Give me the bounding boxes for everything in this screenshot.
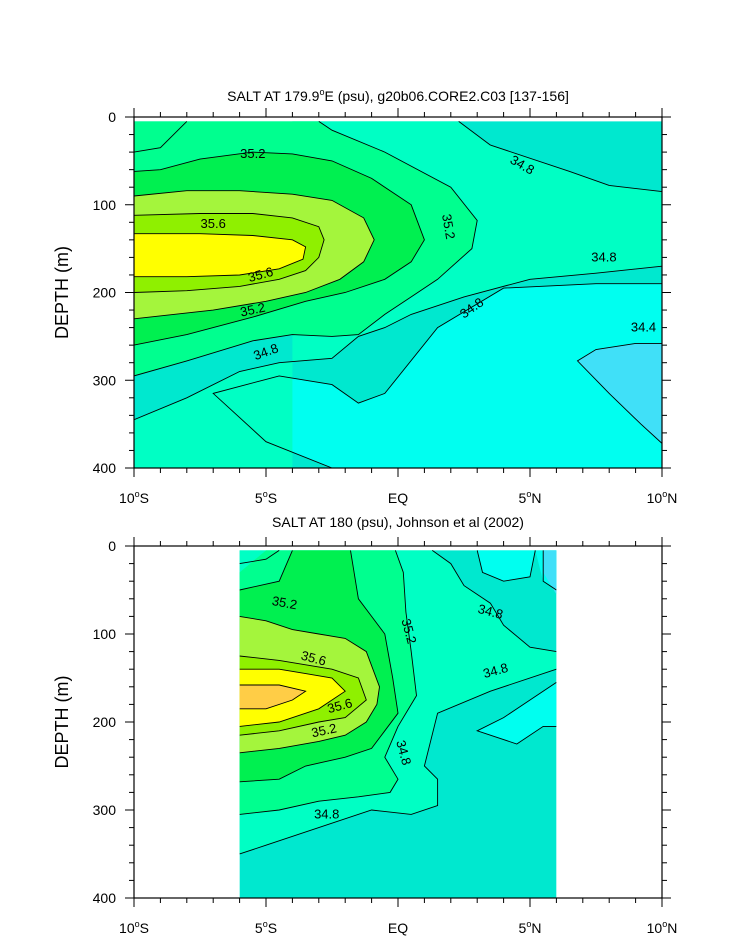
contour-label: 35.6 <box>326 695 354 716</box>
y-tick-label: 0 <box>108 109 116 125</box>
y-tick-label: 400 <box>93 460 117 476</box>
x-tick-label: 5oS <box>255 919 277 936</box>
contour-fill-region-7 <box>134 233 306 277</box>
contour-label: 34.8 <box>476 601 504 622</box>
chart-title: SALT AT 179.9oE (psu), g20b06.CORE2.C03 … <box>227 87 569 104</box>
contour-label: 34.4 <box>631 320 656 335</box>
y-axis-label: DEPTH (m) <box>52 246 72 339</box>
contour-line-2 <box>239 550 417 815</box>
contour-line-8 <box>134 121 188 153</box>
contour-line-10 <box>542 550 557 591</box>
contour-fill-region-2 <box>477 682 557 744</box>
panel-johnson-salinity: 35.2 34.8 35.2 35.6 34.8 35.6 35.2 34.8 34.8 0 100… <box>52 514 677 936</box>
contour-body <box>239 550 557 898</box>
contour-line-0 <box>134 265 662 421</box>
contour-label: 35.2 <box>271 593 299 612</box>
contour-line-3 <box>134 151 425 346</box>
y-tick-label: 400 <box>93 890 117 906</box>
x-tick-label: 10oS <box>119 489 149 506</box>
contour-line-6 <box>239 655 367 736</box>
x-tick-label: 10oS <box>119 919 149 936</box>
contour-line-7 <box>490 144 662 193</box>
contour-line-11 <box>576 342 662 444</box>
contour-line-9 <box>476 550 536 582</box>
y-tick-label: 200 <box>93 285 117 301</box>
contour-label: 35.2 <box>239 300 267 320</box>
y-tick-label: 300 <box>93 372 117 388</box>
contour-line-1 <box>432 550 557 653</box>
contour-label: 34.8 <box>393 739 414 767</box>
contour-line-0 <box>239 668 557 855</box>
contour-body <box>134 121 662 468</box>
contour-line-11 <box>476 682 557 745</box>
contour-label: 35.6 <box>246 264 274 285</box>
contour-fill-region-8 <box>577 343 662 444</box>
y-tick-label: 100 <box>93 197 117 213</box>
panel-model-salinity: 35.2 34.835.6 35.235.634.835.2 34.834.834.4… <box>52 87 677 506</box>
contour-line-4 <box>239 550 293 591</box>
x-tick-label: 10oN <box>647 489 678 506</box>
contour-label: 35.6 <box>299 648 327 669</box>
chart-title: SALT AT 180 (psu), Johnson et al (2002) <box>272 514 524 530</box>
contour-label: 35.2 <box>399 617 420 645</box>
contour-line-7 <box>239 668 346 727</box>
y-tick-label: 0 <box>108 538 116 554</box>
x-tick-label: EQ <box>388 490 408 506</box>
contour-label: 35.2 <box>310 720 338 740</box>
contour-fill-region-1 <box>477 550 557 590</box>
x-tick-label: 5oN <box>519 489 542 506</box>
contour-label: 35.2 <box>439 213 458 241</box>
contour-line-10 <box>458 121 491 146</box>
x-tick-label: 5oS <box>255 489 277 506</box>
contour-label: 35.6 <box>201 216 226 231</box>
y-tick-label: 200 <box>93 714 117 730</box>
y-axis-label: DEPTH (m) <box>52 676 72 769</box>
contour-fill-region-3 <box>543 550 557 595</box>
x-tick-label: EQ <box>388 920 408 936</box>
contour-line-3 <box>239 550 399 783</box>
contour-label: 34.8 <box>591 249 616 264</box>
x-tick-label: 10oN <box>647 919 678 936</box>
contour-line-12 <box>239 550 280 565</box>
contour-line-5 <box>239 615 380 754</box>
contour-line-1 <box>212 283 662 468</box>
contour-label: 34.8 <box>481 660 509 681</box>
x-tick-label: 5oN <box>519 919 542 936</box>
contour-label: 34.8 <box>314 806 339 821</box>
contour-fill-region-1 <box>213 283 662 468</box>
contour-line-4 <box>134 190 375 320</box>
contour-line-6 <box>134 233 307 278</box>
y-tick-label: 100 <box>93 626 117 642</box>
contour-line-5 <box>134 213 325 293</box>
y-tick-label: 300 <box>93 802 117 818</box>
contour-label: 35.2 <box>240 146 265 161</box>
contour-fill-region-10 <box>239 685 306 709</box>
contour-line-8 <box>239 684 307 710</box>
contour-line-2 <box>134 121 478 377</box>
